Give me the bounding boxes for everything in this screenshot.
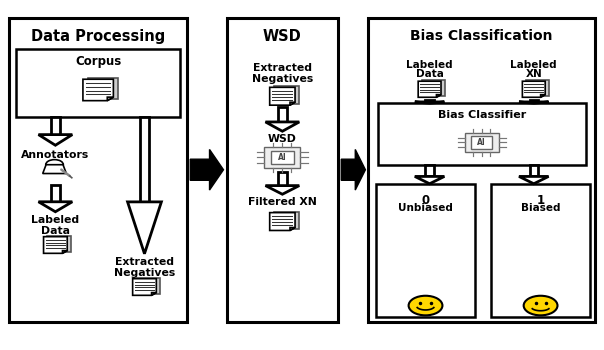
Text: Bias Classification: Bias Classification: [411, 29, 553, 43]
Text: Filtered XN: Filtered XN: [248, 197, 317, 207]
Bar: [140, 117, 149, 202]
Text: AI: AI: [278, 153, 287, 162]
Polygon shape: [290, 102, 295, 105]
Bar: [274, 211, 299, 230]
Circle shape: [409, 296, 442, 315]
Text: Biased: Biased: [521, 203, 561, 213]
Bar: [226, 18, 338, 322]
Text: XN: XN: [525, 69, 542, 79]
Bar: [376, 184, 475, 317]
Polygon shape: [152, 293, 156, 295]
Text: 0: 0: [422, 194, 429, 206]
Bar: [137, 278, 160, 294]
Polygon shape: [62, 251, 67, 253]
Text: WSD: WSD: [268, 134, 297, 144]
Polygon shape: [519, 102, 548, 103]
Bar: [368, 18, 595, 322]
Bar: [51, 117, 60, 135]
Text: Labeled: Labeled: [31, 215, 80, 225]
Text: Labeled: Labeled: [406, 60, 453, 70]
Bar: [16, 49, 180, 117]
Text: WSD: WSD: [263, 29, 302, 44]
Text: Annotators: Annotators: [21, 150, 89, 161]
Bar: [465, 133, 499, 152]
Text: Data Processing: Data Processing: [31, 29, 165, 44]
Polygon shape: [108, 97, 114, 101]
Bar: [526, 80, 549, 96]
Polygon shape: [519, 176, 548, 184]
Polygon shape: [190, 149, 223, 190]
Circle shape: [524, 296, 557, 315]
Polygon shape: [133, 279, 156, 295]
Text: AI: AI: [477, 138, 486, 147]
Polygon shape: [266, 122, 300, 131]
Bar: [278, 107, 288, 122]
Polygon shape: [415, 176, 445, 184]
Polygon shape: [39, 202, 72, 212]
Text: Data: Data: [416, 69, 443, 79]
Bar: [425, 164, 434, 176]
Text: 1: 1: [536, 194, 545, 206]
Polygon shape: [83, 79, 114, 101]
Bar: [271, 151, 294, 164]
Text: Labeled: Labeled: [510, 60, 557, 70]
Polygon shape: [541, 94, 545, 97]
Bar: [278, 172, 288, 186]
Polygon shape: [269, 212, 295, 231]
Polygon shape: [418, 81, 441, 97]
Text: Bias Classifier: Bias Classifier: [437, 111, 526, 120]
Bar: [88, 78, 118, 99]
Bar: [51, 186, 60, 202]
Polygon shape: [341, 149, 365, 190]
Polygon shape: [43, 165, 66, 174]
Text: Negatives: Negatives: [252, 74, 313, 84]
Polygon shape: [266, 186, 300, 194]
Bar: [530, 164, 538, 176]
Polygon shape: [522, 81, 545, 97]
Polygon shape: [127, 202, 161, 254]
Bar: [378, 103, 586, 164]
Polygon shape: [269, 87, 295, 105]
Text: Data: Data: [41, 226, 70, 236]
Polygon shape: [43, 237, 67, 253]
Bar: [471, 136, 492, 148]
Text: Extracted: Extracted: [253, 63, 312, 73]
Polygon shape: [437, 94, 441, 97]
Bar: [265, 147, 301, 168]
Bar: [9, 18, 187, 322]
Polygon shape: [290, 228, 295, 231]
Polygon shape: [415, 102, 445, 103]
Bar: [274, 86, 299, 104]
Text: Negatives: Negatives: [114, 268, 175, 278]
Bar: [422, 80, 445, 96]
Bar: [47, 236, 71, 252]
Text: Unbiased: Unbiased: [398, 203, 453, 213]
Bar: [425, 100, 434, 102]
Bar: [530, 100, 538, 102]
Bar: [490, 184, 591, 317]
Text: Extracted: Extracted: [115, 257, 174, 267]
Polygon shape: [39, 135, 72, 145]
Text: Corpus: Corpus: [75, 55, 121, 68]
